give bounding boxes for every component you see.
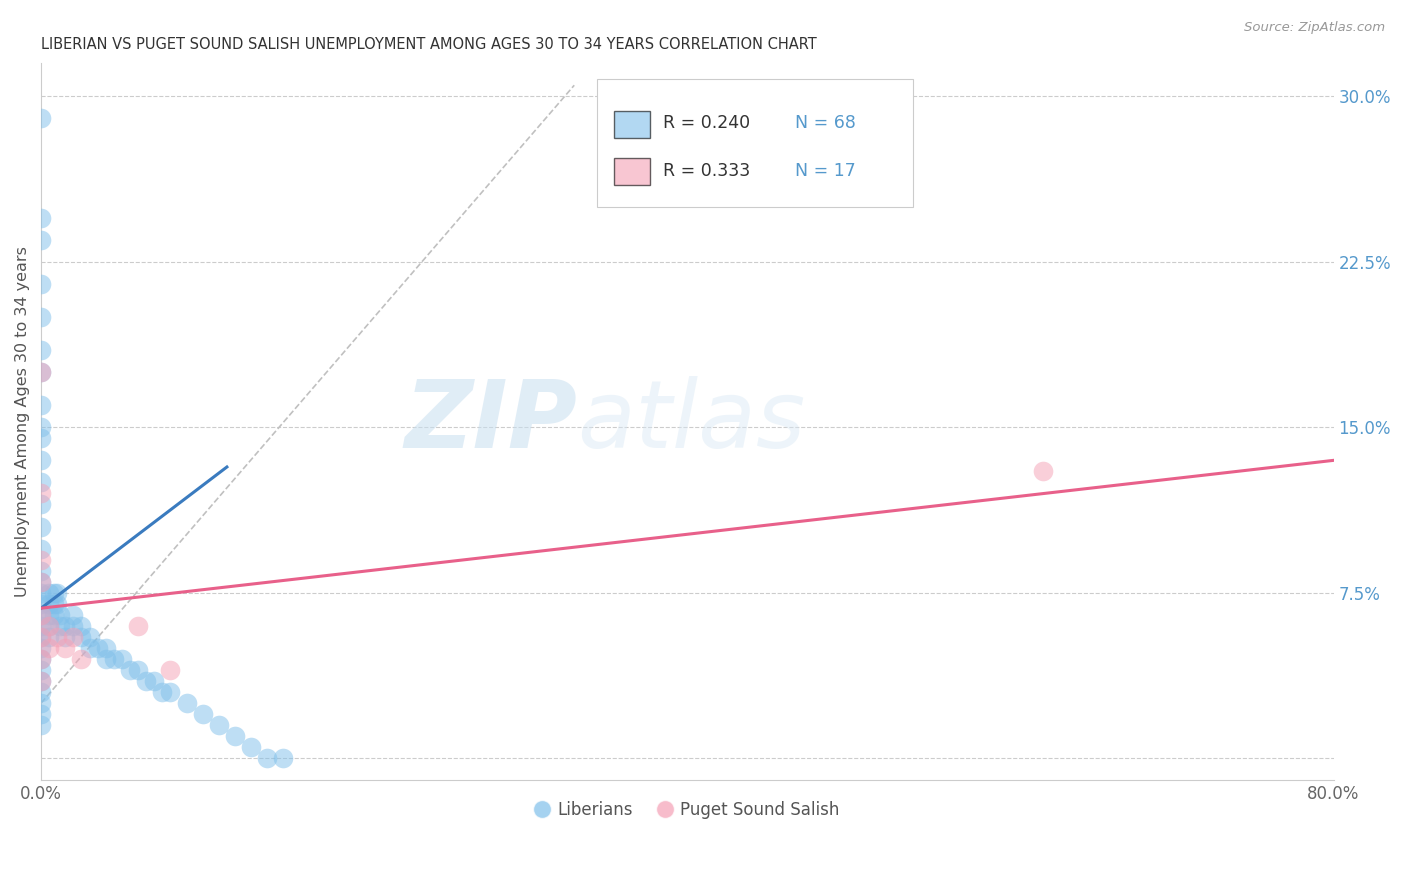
Point	[30, 486, 52, 500]
Point	[143, 673, 166, 688]
Point	[191, 707, 214, 722]
Point	[150, 685, 173, 699]
Point	[30, 431, 52, 445]
Point	[62, 619, 84, 633]
Point	[30, 343, 52, 357]
Point	[42, 586, 65, 600]
Point	[127, 619, 149, 633]
Point	[103, 652, 125, 666]
Text: LIBERIAN VS PUGET SOUND SALISH UNEMPLOYMENT AMONG AGES 30 TO 34 YEARS CORRELATIO: LIBERIAN VS PUGET SOUND SALISH UNEMPLOYM…	[41, 37, 817, 53]
Point	[30, 211, 52, 225]
Point	[30, 310, 52, 324]
Point	[127, 663, 149, 677]
Point	[30, 630, 52, 644]
Point	[46, 586, 69, 600]
Point	[30, 685, 52, 699]
Point	[38, 619, 60, 633]
Point	[53, 619, 76, 633]
FancyBboxPatch shape	[596, 79, 914, 207]
Text: atlas: atlas	[578, 376, 806, 467]
Point	[30, 696, 52, 710]
Point	[38, 597, 60, 611]
Point	[38, 586, 60, 600]
Point	[30, 365, 52, 379]
Point	[70, 630, 93, 644]
Point	[30, 112, 52, 126]
Point	[49, 607, 72, 622]
Point	[70, 619, 93, 633]
Point	[38, 607, 60, 622]
Point	[30, 453, 52, 467]
Point	[30, 574, 52, 589]
Text: N = 68: N = 68	[794, 114, 855, 132]
Point	[30, 498, 52, 512]
Point	[30, 519, 52, 533]
Point	[62, 630, 84, 644]
Point	[42, 607, 65, 622]
Point	[30, 552, 52, 566]
Text: Source: ZipAtlas.com: Source: ZipAtlas.com	[1244, 21, 1385, 34]
Point	[30, 673, 52, 688]
Point	[176, 696, 198, 710]
Point	[224, 729, 246, 743]
Text: ZIP: ZIP	[405, 376, 578, 467]
Point	[30, 564, 52, 578]
Point	[240, 740, 263, 755]
Point	[30, 707, 52, 722]
Point	[30, 718, 52, 732]
Point	[46, 597, 69, 611]
Point	[86, 640, 108, 655]
Point	[30, 652, 52, 666]
Point	[159, 685, 181, 699]
Y-axis label: Unemployment Among Ages 30 to 34 years: Unemployment Among Ages 30 to 34 years	[15, 246, 30, 597]
Point	[30, 541, 52, 556]
Point	[70, 652, 93, 666]
Point	[30, 652, 52, 666]
Legend: Liberians, Puget Sound Salish: Liberians, Puget Sound Salish	[529, 795, 845, 826]
Point	[30, 607, 52, 622]
Point	[53, 640, 76, 655]
Text: R = 0.333: R = 0.333	[662, 161, 749, 180]
Point	[53, 630, 76, 644]
Point	[111, 652, 134, 666]
Point	[30, 233, 52, 247]
Point	[273, 751, 295, 765]
Point	[30, 630, 52, 644]
Point	[38, 619, 60, 633]
Point	[79, 630, 101, 644]
Point	[30, 597, 52, 611]
Point	[159, 663, 181, 677]
Point	[42, 597, 65, 611]
Point	[94, 640, 117, 655]
Point	[30, 619, 52, 633]
FancyBboxPatch shape	[613, 158, 650, 186]
FancyBboxPatch shape	[613, 111, 650, 137]
Point	[30, 663, 52, 677]
Point	[30, 607, 52, 622]
Point	[30, 640, 52, 655]
Point	[30, 398, 52, 412]
Point	[208, 718, 231, 732]
Point	[49, 619, 72, 633]
Point	[1032, 464, 1054, 478]
Point	[118, 663, 141, 677]
Point	[94, 652, 117, 666]
Point	[30, 365, 52, 379]
Text: N = 17: N = 17	[794, 161, 855, 180]
Point	[79, 640, 101, 655]
Point	[30, 277, 52, 291]
Point	[135, 673, 157, 688]
Point	[30, 574, 52, 589]
Point	[30, 475, 52, 490]
Text: R = 0.240: R = 0.240	[662, 114, 749, 132]
Point	[46, 630, 69, 644]
Point	[30, 673, 52, 688]
Point	[38, 630, 60, 644]
Point	[30, 586, 52, 600]
Point	[256, 751, 278, 765]
Point	[38, 640, 60, 655]
Point	[30, 420, 52, 434]
Point	[62, 607, 84, 622]
